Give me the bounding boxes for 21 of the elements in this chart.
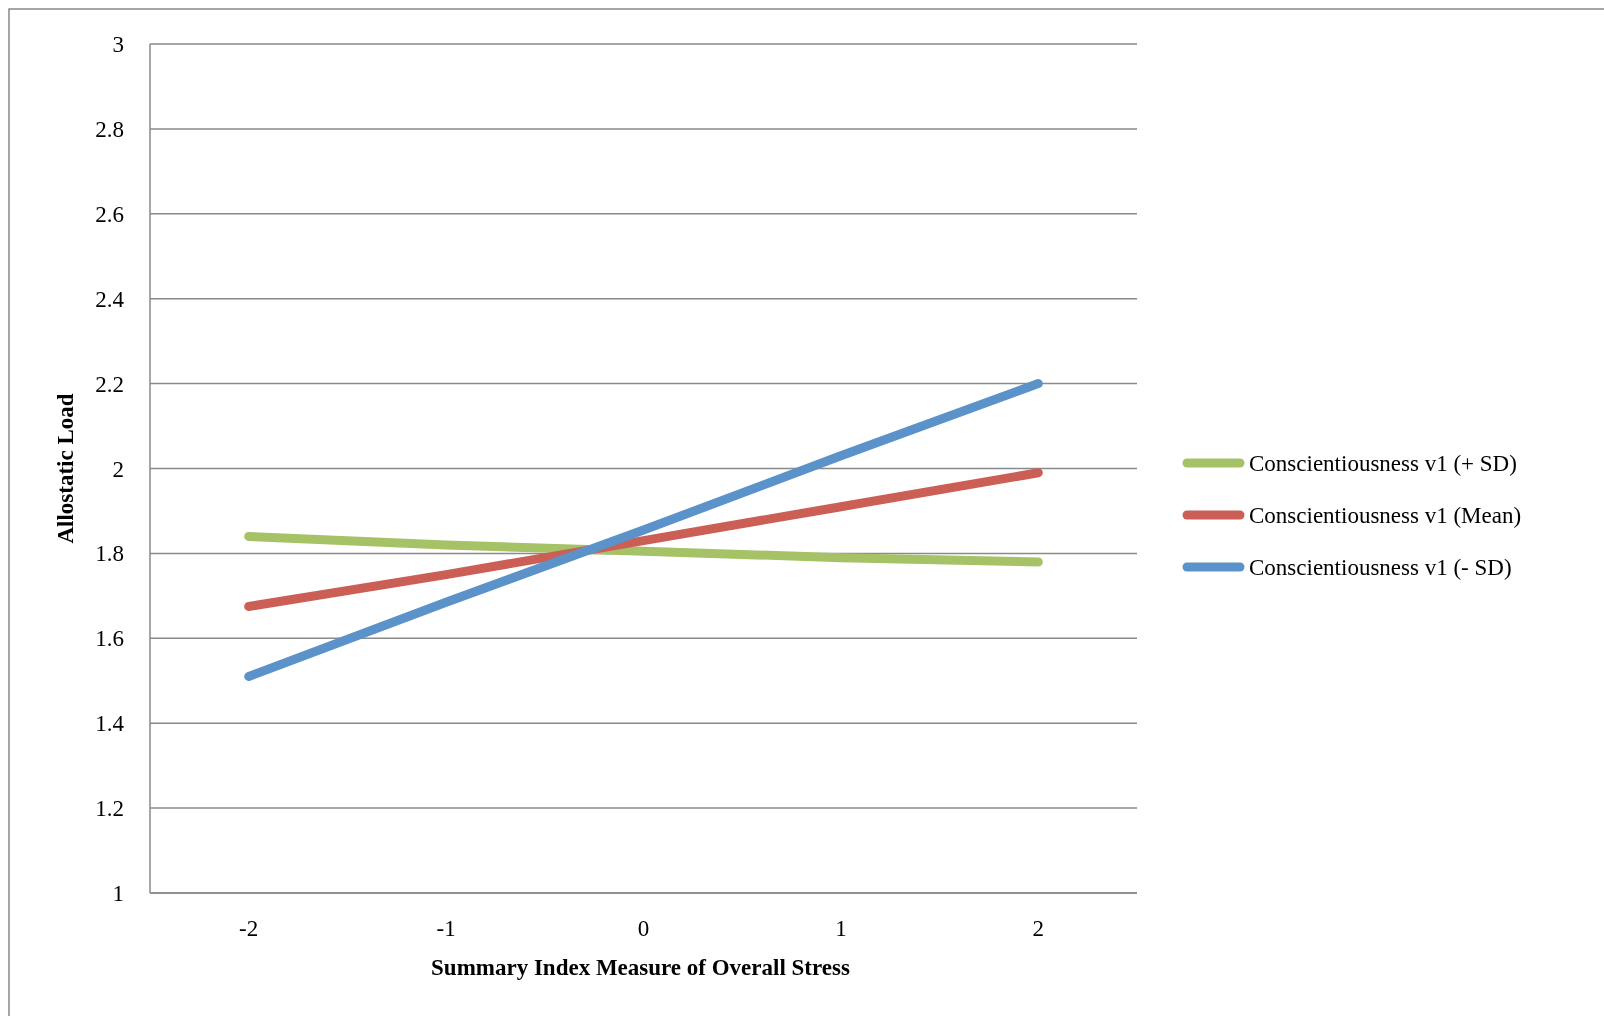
x-axis-title: Summary Index Measure of Overall Stress	[431, 955, 850, 980]
y-tick-label: 1.4	[95, 711, 125, 737]
x-tick-label: 2	[1032, 916, 1045, 941]
y-tick-label: 2.2	[95, 371, 124, 397]
y-tick-label: 1.6	[95, 626, 124, 652]
y-tick-label: 2	[112, 456, 124, 482]
legend-label: Conscientiousness v1 (+ SD)	[1249, 451, 1517, 477]
y-axis-title: Allostatic Load	[53, 393, 78, 544]
y-tick-label: 2.6	[95, 201, 124, 227]
x-tick-label: -1	[436, 916, 456, 941]
x-tick-label: -2	[239, 916, 259, 941]
y-tick-label: 2.4	[95, 286, 125, 312]
x-tick-label: 0	[637, 916, 650, 941]
y-tick-label: 3	[112, 32, 124, 58]
y-tick-label: 1.2	[95, 796, 124, 822]
legend-label: Conscientiousness v1 (- SD)	[1249, 555, 1512, 581]
y-tick-label: 1.8	[95, 541, 124, 567]
y-tick-label: 1	[112, 881, 124, 907]
y-tick-label: 2.8	[95, 116, 124, 142]
x-tick-label: 1	[835, 916, 847, 941]
legend-label: Conscientiousness v1 (Mean)	[1249, 503, 1522, 529]
